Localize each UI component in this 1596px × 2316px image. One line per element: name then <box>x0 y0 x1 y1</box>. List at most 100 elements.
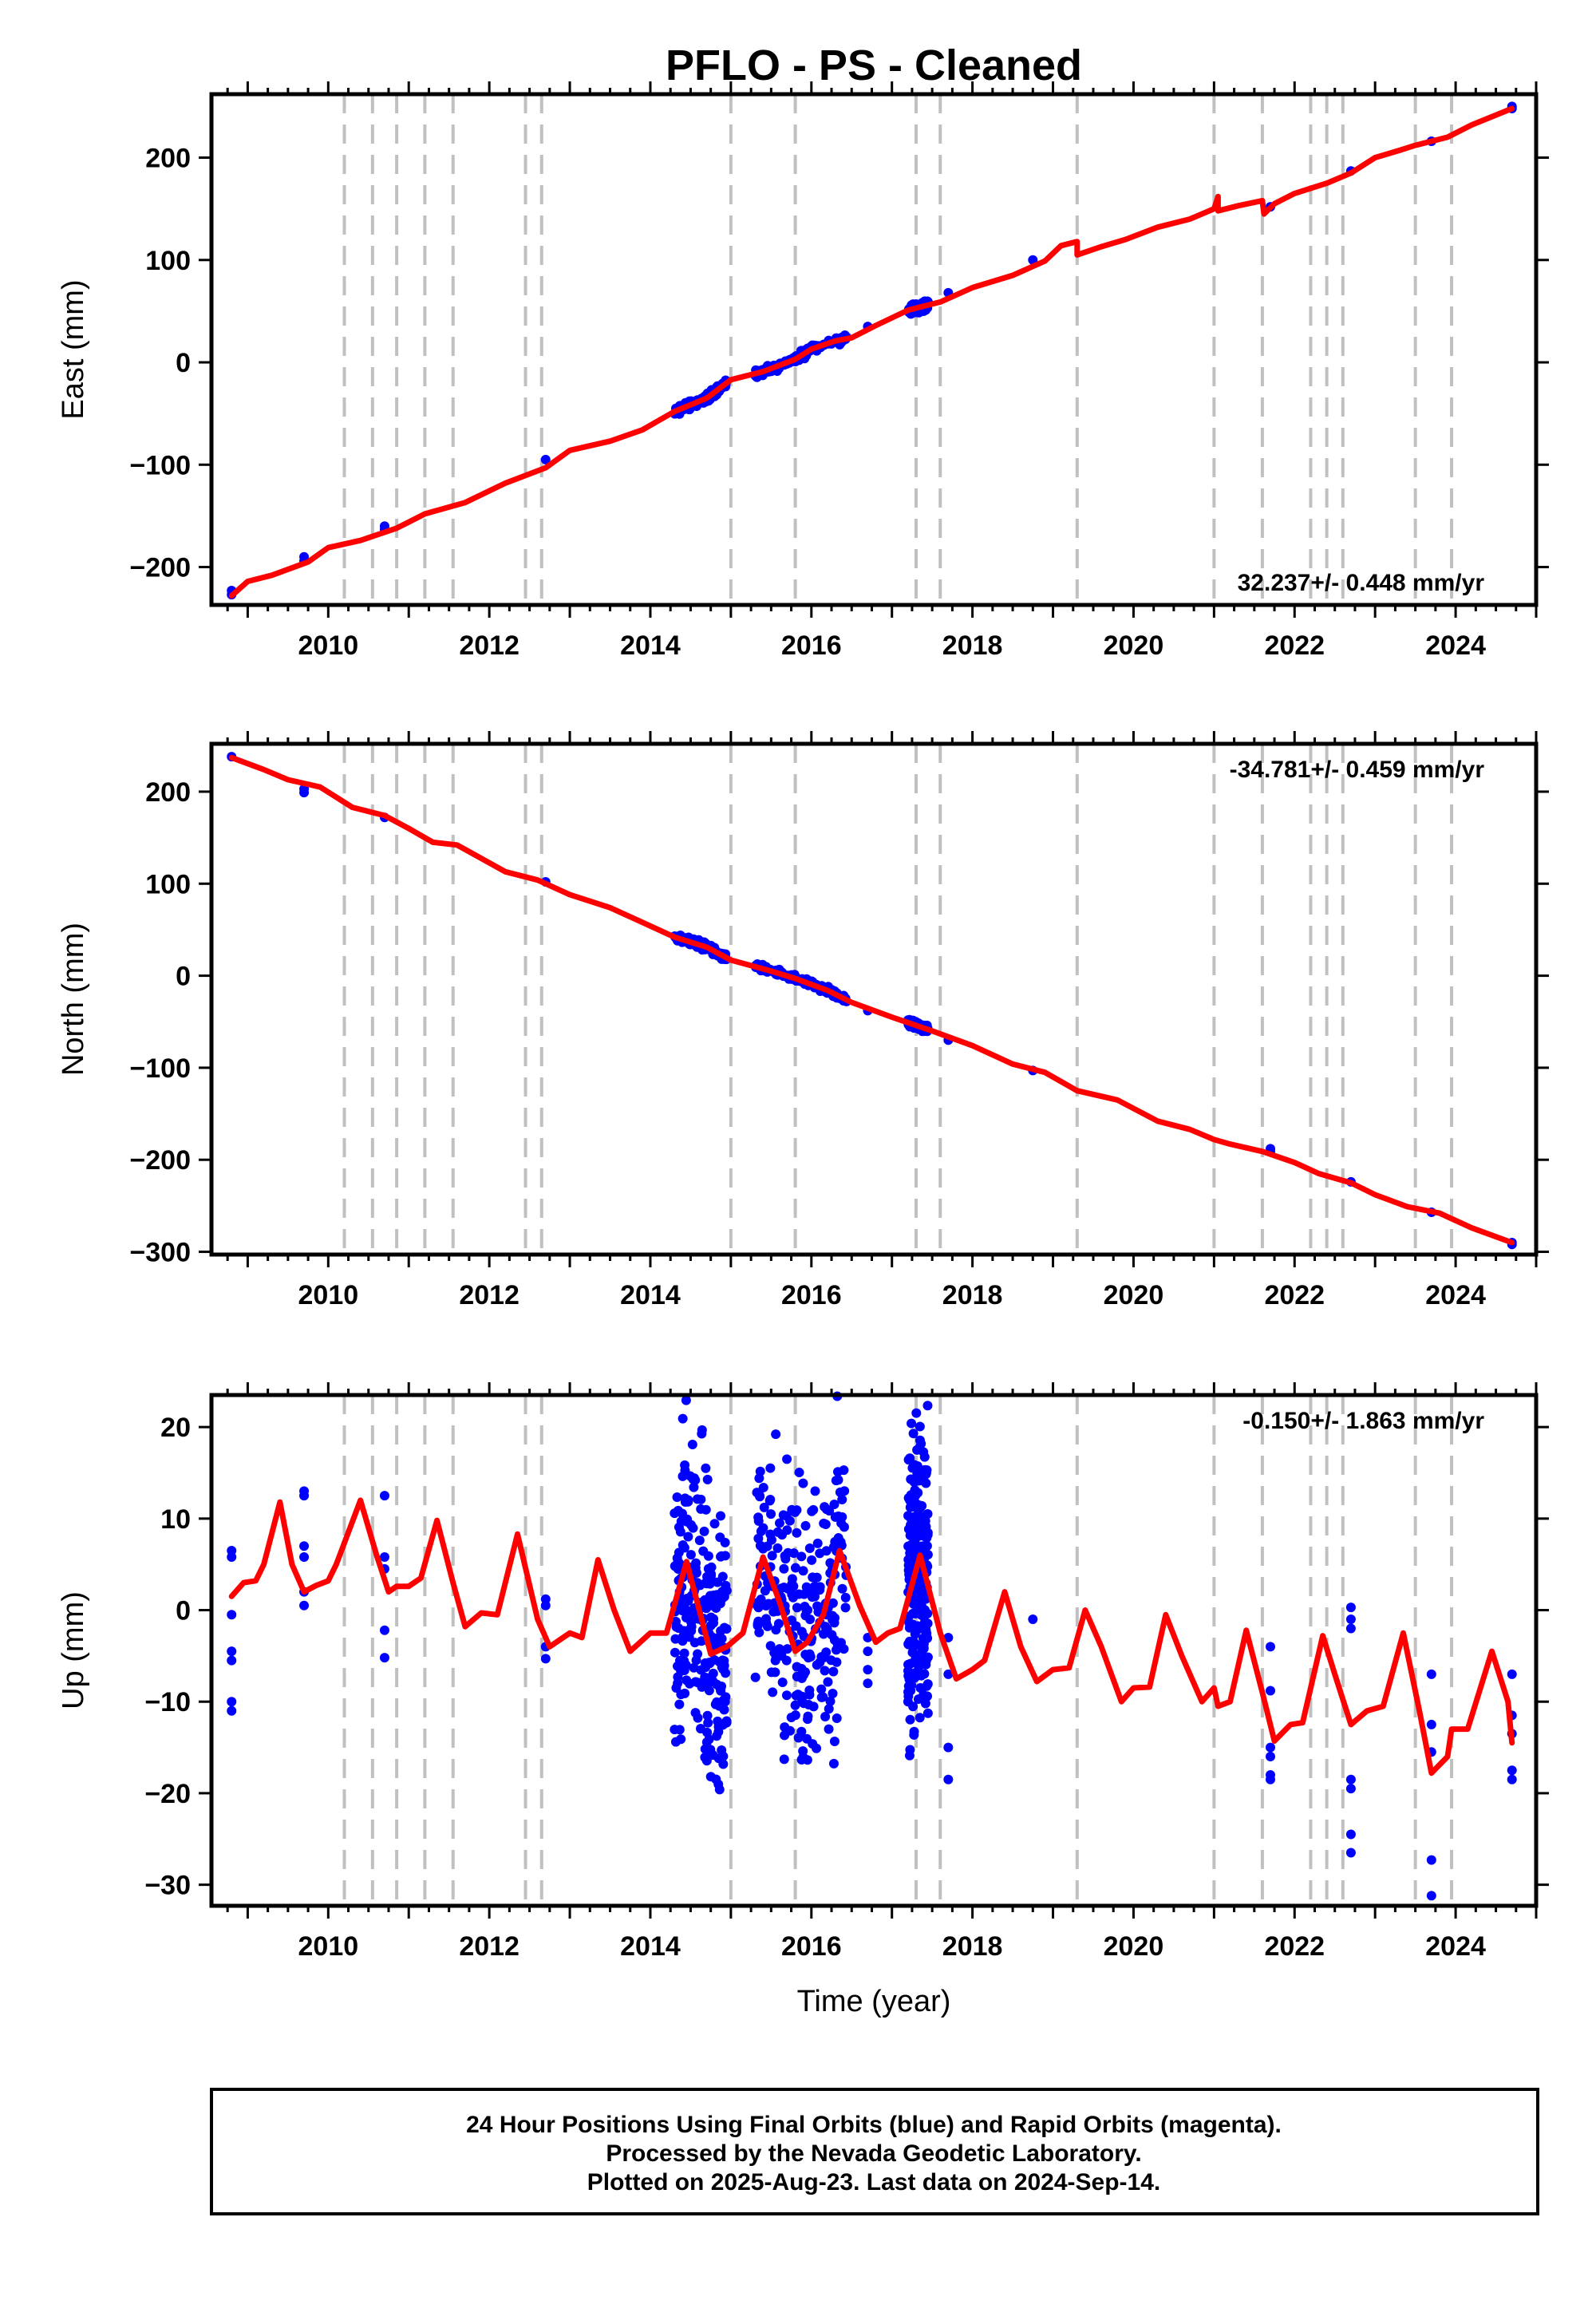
observation-point <box>688 1523 698 1533</box>
observation-point <box>911 1408 922 1418</box>
observation-point <box>912 1621 922 1631</box>
observation-point <box>670 1508 680 1519</box>
observation-point <box>800 1520 811 1531</box>
observation-point <box>705 1579 715 1589</box>
y-tick-label: −100 <box>129 450 191 480</box>
observation-point <box>832 1467 843 1477</box>
y-tick-label: 0 <box>176 962 191 992</box>
x-tick-label: 2022 <box>1264 1280 1325 1310</box>
observation-point <box>1507 1774 1517 1784</box>
observation-point <box>699 1526 709 1536</box>
observation-point <box>761 1618 772 1628</box>
observation-point <box>1028 1614 1038 1625</box>
observation-point <box>696 1665 706 1675</box>
observation-point <box>821 1504 832 1515</box>
observation-point <box>828 1758 839 1769</box>
observation-point <box>781 1690 792 1701</box>
observation-point <box>782 1454 792 1464</box>
observation-point <box>714 1784 725 1795</box>
observation-point <box>1265 1742 1275 1753</box>
observation-point <box>679 1626 689 1637</box>
observation-point <box>794 1690 804 1701</box>
observation-point <box>782 1644 792 1654</box>
observation-point <box>784 1725 795 1736</box>
observation-point <box>816 1692 827 1702</box>
x-tick-label: 2010 <box>298 1931 359 1962</box>
observation-point <box>701 1463 711 1473</box>
x-tick-label: 2018 <box>942 1931 1003 1962</box>
observation-point <box>807 1506 817 1516</box>
observation-point <box>776 1650 787 1661</box>
observation-point <box>750 1672 760 1682</box>
x-tick-label: 2010 <box>298 1280 359 1310</box>
x-tick-label: 2018 <box>942 630 1003 661</box>
observation-point <box>800 1611 811 1621</box>
observation-point <box>1265 1752 1275 1762</box>
observation-point <box>670 1561 680 1571</box>
observation-point <box>829 1737 839 1747</box>
x-tick-label: 2018 <box>942 1280 1003 1310</box>
x-tick-label: 2012 <box>459 1280 519 1310</box>
observation-point <box>807 1555 817 1565</box>
observation-point <box>915 1592 926 1603</box>
observation-point <box>708 1676 718 1686</box>
observation-point <box>752 1599 762 1610</box>
observation-point <box>796 1551 807 1562</box>
observation-point <box>686 1622 697 1632</box>
observation-point <box>919 1653 930 1663</box>
observation-point <box>915 1421 925 1432</box>
observation-point <box>717 1594 727 1604</box>
observation-point <box>721 1717 732 1728</box>
observation-point <box>720 1697 730 1707</box>
observation-point <box>922 1679 933 1690</box>
observation-point <box>696 1494 706 1504</box>
velocity-rate-label: -34.781+/- 0.459 mm/yr <box>1230 757 1485 783</box>
observation-point <box>909 1729 919 1740</box>
observation-point <box>709 1519 720 1529</box>
x-tick-label: 2020 <box>1104 630 1164 661</box>
observation-point <box>717 1551 727 1561</box>
observation-point <box>915 1713 925 1723</box>
observation-point <box>689 1638 700 1648</box>
observation-point <box>700 1752 710 1762</box>
observation-point <box>819 1652 829 1662</box>
observation-point <box>770 1667 780 1678</box>
observation-point <box>908 1429 918 1439</box>
y-tick-label: 0 <box>176 1596 191 1626</box>
observation-point <box>913 1488 923 1498</box>
x-tick-label: 2024 <box>1425 1931 1486 1962</box>
y-tick-label: 200 <box>145 144 191 174</box>
observation-point <box>299 788 310 798</box>
y-tick-label: −100 <box>129 1053 191 1084</box>
observation-point <box>701 1603 712 1614</box>
observation-point <box>799 1589 809 1599</box>
observation-point <box>1426 1719 1436 1729</box>
observation-point <box>800 1667 811 1678</box>
observation-point <box>906 1675 916 1686</box>
velocity-rate-label: -0.150+/- 1.863 mm/yr <box>1242 1408 1484 1434</box>
observation-point <box>1345 1614 1356 1625</box>
observation-point <box>803 1711 813 1721</box>
x-tick-label: 2016 <box>781 630 842 661</box>
observation-point <box>777 1677 788 1687</box>
observation-point <box>671 1683 681 1694</box>
observation-point <box>1426 1891 1436 1901</box>
observation-point <box>670 1647 680 1658</box>
east-panel: 2010 2012 2014 2016 2018 2020 2022 2024 −200 −100… <box>57 81 1549 661</box>
observation-point <box>703 1717 713 1728</box>
observation-point <box>690 1708 701 1718</box>
y-tick-label: 10 <box>160 1504 191 1535</box>
observation-point <box>676 1734 686 1745</box>
observation-point <box>697 1678 708 1689</box>
footer-line-2: Processed by the Nevada Geodetic Laborat… <box>606 2140 1141 2167</box>
observation-point <box>820 1666 830 1676</box>
observation-point <box>1345 1784 1356 1794</box>
observation-point <box>798 1566 808 1576</box>
observation-point <box>786 1713 796 1723</box>
observation-point <box>764 1496 775 1506</box>
observation-point <box>774 1518 784 1528</box>
plot-frame <box>209 1393 1539 1908</box>
observation-point <box>863 1678 873 1689</box>
observation-point <box>768 1687 778 1697</box>
observation-point <box>792 1528 802 1538</box>
